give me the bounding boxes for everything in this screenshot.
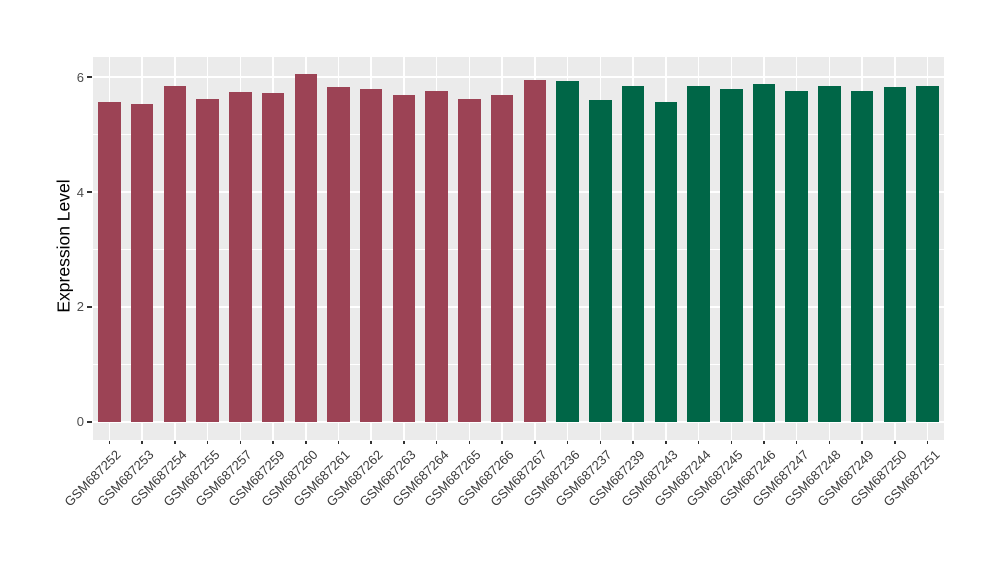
bar-GSM687252	[98, 101, 121, 422]
bar-GSM687246	[752, 84, 776, 422]
x-tick-mark	[599, 440, 602, 444]
bar-GSM687250	[883, 87, 907, 422]
x-tick-mark	[730, 440, 732, 444]
x-tick-mark	[403, 440, 405, 444]
x-tick-mark	[370, 440, 372, 444]
y-tick-label: 4	[76, 184, 84, 200]
x-tick-mark	[828, 440, 831, 444]
gridline-major	[93, 305, 944, 308]
x-tick-mark	[566, 440, 569, 444]
gridline-major	[93, 76, 944, 79]
x-tick-mark	[435, 440, 438, 444]
bar-GSM687248	[818, 86, 841, 422]
x-tick-mark	[894, 440, 896, 444]
x-tick-mark	[926, 440, 929, 444]
y-tick-mark	[87, 76, 92, 79]
x-tick-mark	[665, 440, 667, 444]
bar-GSM687259	[261, 93, 285, 422]
bar-GSM687265	[458, 98, 481, 422]
bar-GSM687236	[556, 80, 579, 422]
gridline-minor	[93, 249, 944, 250]
gridline-minor	[93, 363, 944, 365]
gridline-major	[93, 191, 944, 194]
x-tick-mark	[501, 440, 503, 444]
x-tick-mark	[795, 440, 798, 444]
x-tick-mark	[272, 440, 274, 444]
x-tick-mark	[632, 440, 634, 444]
bar-GSM687264	[425, 90, 448, 422]
x-tick-mark	[534, 440, 536, 444]
bar-GSM687244	[687, 85, 710, 422]
y-tick-label: 0	[76, 414, 84, 430]
bar-GSM687267	[523, 79, 547, 422]
bar-GSM687247	[785, 90, 808, 422]
bar-GSM687239	[621, 85, 645, 422]
plot-panel	[93, 57, 944, 440]
bar-GSM687243	[654, 101, 678, 422]
gridline-major	[93, 420, 944, 423]
x-tick-mark	[763, 440, 765, 444]
bar-GSM687237	[589, 100, 612, 422]
bar-GSM687245	[720, 89, 743, 422]
x-tick-mark	[108, 440, 111, 444]
y-tick-label: 6	[76, 69, 84, 85]
bar-GSM687249	[850, 91, 874, 422]
bar-GSM687263	[392, 94, 416, 422]
x-tick-mark	[337, 440, 340, 444]
bar-GSM687266	[490, 94, 514, 422]
bar-GSM687257	[229, 91, 252, 422]
x-tick-mark	[239, 440, 242, 444]
y-tick-mark	[87, 305, 92, 308]
x-tick-mark	[697, 440, 700, 444]
bar-GSM687261	[327, 87, 350, 422]
x-tick-mark	[206, 440, 209, 444]
bar-GSM687260	[294, 73, 317, 422]
x-tick-mark	[141, 440, 143, 444]
bar-GSM687253	[130, 103, 154, 422]
x-tick-mark	[174, 440, 176, 444]
y-tick-label: 2	[76, 299, 84, 315]
y-tick-mark	[87, 420, 92, 423]
y-tick-mark	[87, 191, 92, 194]
bar-GSM687251	[916, 86, 939, 422]
gridline-minor	[93, 134, 944, 136]
bar-GSM687262	[359, 88, 383, 422]
x-tick-mark	[861, 440, 863, 444]
bar-GSM687255	[196, 98, 219, 422]
x-tick-mark	[305, 440, 307, 444]
x-tick-mark	[468, 440, 471, 444]
bar-GSM687254	[163, 85, 187, 422]
y-axis-title-text: Expression Level	[53, 179, 74, 313]
